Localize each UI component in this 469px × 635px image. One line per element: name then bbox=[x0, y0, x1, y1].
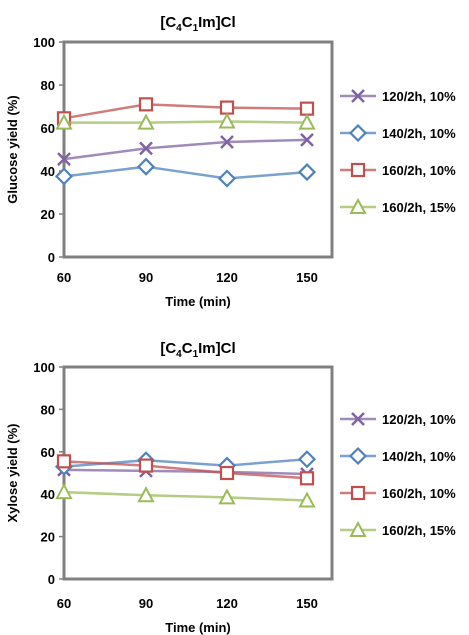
legend-marker bbox=[349, 520, 367, 537]
series-line bbox=[63, 468, 308, 476]
data-point bbox=[137, 113, 155, 130]
y-tick-label: 80 bbox=[41, 402, 55, 417]
series-line bbox=[63, 460, 308, 480]
data-point bbox=[55, 482, 73, 500]
y-tick-label: 80 bbox=[41, 78, 55, 93]
data-point bbox=[54, 167, 74, 186]
y-tick-label: 0 bbox=[48, 250, 55, 265]
legend-marker bbox=[348, 123, 368, 143]
series-1 bbox=[57, 462, 314, 481]
legend-entry: 120/2h, 10% bbox=[340, 412, 456, 427]
plot-frame bbox=[62, 40, 334, 259]
chart-1: [C4C1Im]Cl 0 20 40 60 80 100 60 90 120 150 Time (mi… bbox=[5, 14, 456, 309]
legend-label: 160/2h, 15% bbox=[382, 523, 456, 538]
legend-entry: 160/2h, 15% bbox=[340, 197, 456, 215]
data-point bbox=[298, 491, 316, 508]
data-point bbox=[219, 100, 235, 115]
series-1 bbox=[57, 132, 314, 167]
chart-title: [C4C1Im]Cl bbox=[160, 14, 235, 34]
legend-label: 120/2h, 10% bbox=[382, 412, 456, 427]
legend-label: 140/2h, 10% bbox=[382, 449, 456, 464]
data-point bbox=[297, 450, 317, 469]
legend-marker bbox=[351, 89, 365, 103]
legend-entry: 120/2h, 10% bbox=[340, 89, 456, 104]
legend-label: 160/2h, 10% bbox=[382, 486, 456, 501]
y-tick-label: 100 bbox=[33, 35, 55, 50]
x-tick-label: 60 bbox=[57, 596, 71, 611]
legend-entry: 160/2h, 10% bbox=[340, 485, 456, 501]
y-axis-label: Xylose yield (%) bbox=[5, 424, 20, 523]
legend-label: 140/2h, 10% bbox=[382, 126, 456, 141]
legend-label: 120/2h, 10% bbox=[382, 89, 456, 104]
data-point bbox=[138, 97, 154, 112]
series-line bbox=[63, 103, 308, 120]
data-point bbox=[217, 169, 237, 188]
x-axis-label: Time (min) bbox=[165, 294, 231, 309]
x-tick-label: 150 bbox=[296, 596, 318, 611]
data-point bbox=[56, 454, 72, 469]
y-tick-label: 40 bbox=[41, 164, 55, 179]
y-tick-label: 100 bbox=[33, 360, 55, 375]
data-point bbox=[297, 163, 317, 182]
data-point bbox=[220, 135, 234, 149]
data-point bbox=[219, 465, 235, 481]
x-tick-label: 90 bbox=[139, 270, 153, 285]
data-point bbox=[57, 152, 71, 167]
chart-2: [C4C1Im]Cl 0 20 40 60 80 100 60 90 120 150 Time (mi… bbox=[5, 340, 456, 635]
y-tick-label: 20 bbox=[41, 530, 55, 545]
data-point bbox=[218, 112, 236, 129]
x-tick-label: 120 bbox=[216, 596, 238, 611]
data-point bbox=[139, 141, 153, 156]
series-line bbox=[63, 165, 308, 180]
y-tick-label: 60 bbox=[41, 121, 55, 136]
legend-entry: 160/2h, 15% bbox=[340, 520, 456, 538]
data-point bbox=[138, 458, 154, 473]
legend-label: 160/2h, 10% bbox=[382, 163, 456, 178]
legend-marker bbox=[349, 197, 367, 214]
x-tick-label: 120 bbox=[216, 270, 238, 285]
legend-entry: 140/2h, 10% bbox=[340, 123, 456, 143]
data-point bbox=[299, 101, 315, 116]
legend-entry: 140/2h, 10% bbox=[340, 446, 456, 466]
chart-title: [C4C1Im]Cl bbox=[160, 340, 235, 360]
series-line bbox=[64, 120, 308, 124]
series-2 bbox=[54, 157, 317, 188]
y-tick-label: 0 bbox=[48, 572, 55, 587]
data-point bbox=[299, 471, 315, 486]
x-axis-label: Time (min) bbox=[165, 620, 231, 635]
series-line bbox=[63, 138, 308, 161]
data-point bbox=[300, 132, 314, 147]
series-3 bbox=[56, 454, 315, 486]
legend-marker bbox=[350, 162, 366, 178]
x-tick-label: 90 bbox=[139, 596, 153, 611]
y-tick-label: 20 bbox=[41, 207, 55, 222]
legend-marker bbox=[348, 446, 368, 466]
series-3 bbox=[56, 97, 315, 126]
legend-marker bbox=[351, 412, 365, 426]
y-axis-label: Glucose yield (%) bbox=[5, 95, 20, 203]
legend-label: 160/2h, 15% bbox=[382, 200, 456, 215]
series-4 bbox=[55, 112, 316, 130]
y-tick-label: 40 bbox=[41, 487, 55, 502]
y-tick-label: 60 bbox=[41, 445, 55, 460]
series-4 bbox=[55, 482, 316, 508]
data-point bbox=[136, 157, 156, 176]
x-tick-label: 150 bbox=[296, 270, 318, 285]
legend-marker bbox=[350, 485, 366, 501]
data-point bbox=[55, 113, 73, 130]
data-point bbox=[298, 113, 316, 130]
data-point bbox=[218, 488, 236, 505]
data-point bbox=[137, 486, 155, 503]
legend-entry: 160/2h, 10% bbox=[340, 162, 456, 178]
x-tick-label: 60 bbox=[57, 270, 71, 285]
series-line bbox=[63, 490, 308, 502]
